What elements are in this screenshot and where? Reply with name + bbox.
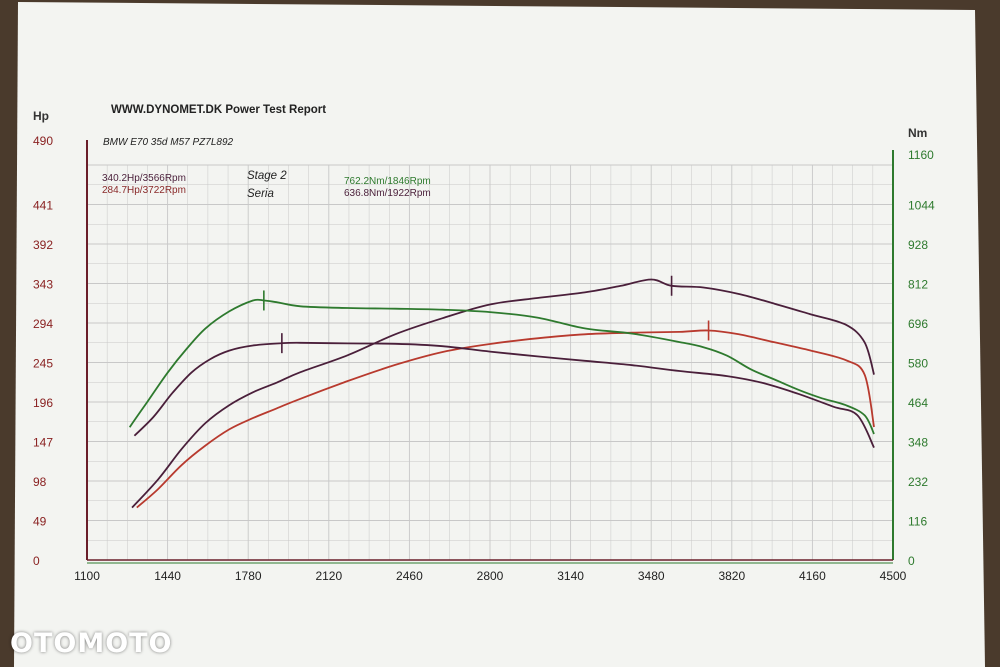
series-line-0 [131,278,875,509]
series-line-1 [136,329,875,509]
x-tick-label: 3820 [718,569,745,583]
torque-peak-stage2: 762.2Nm/1846Rpm [344,176,431,187]
torque-peak-seria: 636.8Nm/1922Rpm [344,188,431,199]
chart-grid [86,164,894,561]
y-tick-label-left: 490 [33,134,53,148]
x-tick-label: 2460 [396,569,423,583]
y-tick-label-right: 232 [908,475,928,489]
paper-background [14,2,985,667]
y-tick-label-left: 0 [33,554,40,568]
x-tick-label: 4160 [799,569,826,583]
x-tick-label: 4500 [880,569,907,583]
x-tick-labels: 1100 1440 1780 2120 2460 2800 3140 3480 3820 4160… [74,569,907,583]
y-tick-label-right: 0 [908,554,915,568]
legend-seria: Seria [247,188,274,200]
y-tick-label-left: 147 [33,436,53,450]
dyno-curves [128,275,875,509]
series-line-3 [133,341,875,449]
y-tick-label-right: 116 [908,515,927,529]
power-peak-stage2: 340.2Hp/3566Rpm [102,173,186,184]
report-title: WWW.DYNOMET.DK Power Test Report [111,104,326,116]
y-tick-label-right: 812 [908,278,928,292]
right-tick-labels: 0 116 232 348 464 580 696 812 928 1044 1160 [908,148,935,568]
legend-stage2: Stage 2 [247,170,287,182]
x-tick-label: 1780 [235,569,262,583]
y-tick-label-left: 245 [33,357,53,371]
y-tick-label-right: 348 [908,436,928,450]
x-tick-label: 2120 [315,569,342,583]
y-tick-label-left: 392 [33,238,53,252]
power-peak-seria: 284.7Hp/3722Rpm [102,185,186,196]
chart-axes [86,140,894,564]
chart-annotations: 340.2Hp/3566Rpm 284.7Hp/3722Rpm Stage 2 … [102,170,431,200]
vehicle-label: BMW E70 35d M57 PZ7L892 [103,137,234,148]
x-tick-label: 1100 [74,569,100,583]
x-tick-label: 3480 [638,569,665,583]
left-axis-unit: Hp [33,109,49,123]
x-tick-label: 1440 [154,569,181,583]
x-tick-label: 2800 [477,569,504,583]
y-tick-label-right: 1160 [908,148,934,162]
y-tick-label-left: 196 [33,396,53,410]
y-tick-label-right: 928 [908,238,928,252]
right-axis-unit: Nm [908,126,927,140]
y-tick-label-left: 294 [33,317,53,331]
y-tick-label-right: 696 [908,317,928,331]
y-tick-label-right: 1044 [908,199,935,213]
y-tick-label-right: 580 [908,357,928,371]
otomoto-watermark: OTOMOTO [10,628,173,659]
y-tick-label-left: 441 [33,199,53,213]
left-tick-labels: 0 49 98 147 196 245 294 343 392 441 490 [33,134,53,568]
series-line-2 [128,298,875,435]
y-tick-label-right: 464 [908,396,928,410]
y-tick-label-left: 98 [33,475,47,489]
x-tick-label: 3140 [557,569,584,583]
y-tick-label-left: 49 [33,515,47,529]
y-tick-label-left: 343 [33,278,53,292]
